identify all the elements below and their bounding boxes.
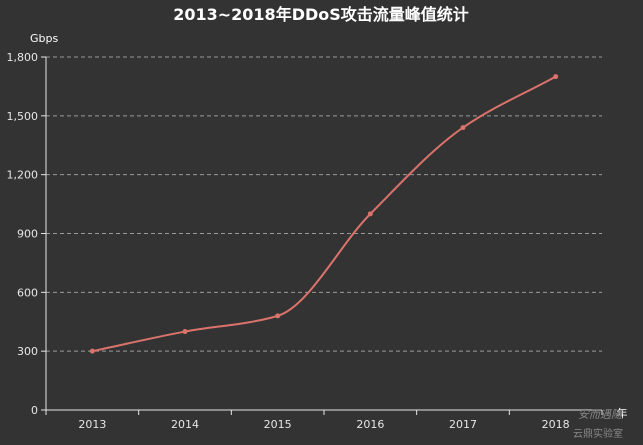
watermark-line-1: 安而遇随	[578, 408, 624, 421]
x-tick-label-2015: 2015	[264, 418, 292, 431]
y-axis-unit: Gbps	[30, 32, 58, 45]
data-point-2018[interactable]	[553, 74, 559, 80]
x-axis-unit: 年	[617, 406, 628, 420]
x-tick-label-2017: 2017	[449, 418, 477, 431]
x-tick-label-2016: 2016	[356, 418, 384, 431]
series-line-0	[92, 75, 557, 353]
y-tick-label-4: 1,200	[7, 169, 39, 182]
data-point-2014[interactable]	[182, 329, 188, 335]
data-point-2013[interactable]	[89, 348, 95, 354]
x-tick-label-2014: 2014	[171, 418, 199, 431]
chart-title: 2013~2018年DDoS攻击流量峰值统计	[173, 5, 469, 24]
x-tick-label-2018: 2018	[542, 418, 570, 431]
tick-labels: 0 300 600 900 1,200 1,500 1,800 2013 2014 2015 201…	[7, 51, 570, 431]
data-point-2017[interactable]	[460, 125, 466, 131]
y-tick-label-0: 0	[31, 404, 38, 417]
grid-lines	[46, 56, 602, 352]
y-tick-label-1: 300	[17, 345, 38, 358]
y-tick-label-3: 900	[17, 228, 38, 241]
series	[89, 74, 559, 354]
y-tick-label-2: 600	[17, 286, 38, 299]
watermark-line-2: 云鼎实验室	[573, 427, 623, 440]
axes	[41, 56, 603, 415]
data-point-2016[interactable]	[367, 211, 373, 217]
x-tick-label-2013: 2013	[78, 418, 106, 431]
y-tick-label-5: 1,500	[7, 110, 39, 123]
data-point-2015[interactable]	[275, 313, 281, 319]
y-tick-label-6: 1,800	[7, 51, 39, 64]
